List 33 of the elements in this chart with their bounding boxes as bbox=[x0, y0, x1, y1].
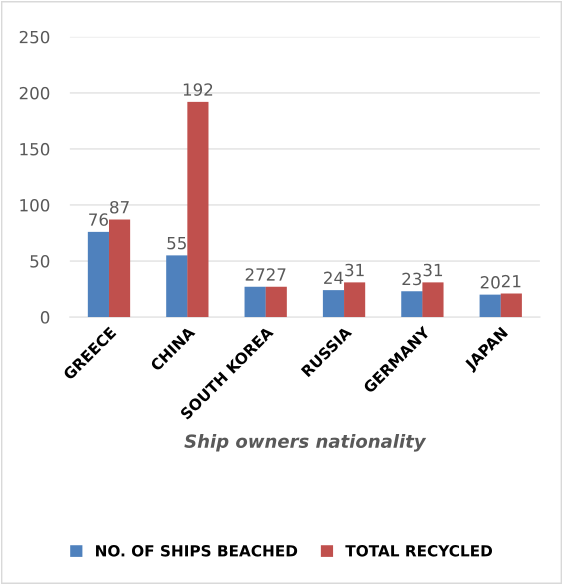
data-label: 31 bbox=[345, 264, 364, 276]
bar bbox=[187, 102, 208, 318]
bar bbox=[88, 232, 109, 318]
bar bbox=[244, 286, 266, 318]
y-tick-label: 0 bbox=[40, 311, 50, 324]
data-label: 23 bbox=[402, 272, 422, 286]
data-label: 24 bbox=[324, 272, 344, 284]
y-tick-label: 250 bbox=[20, 30, 50, 44]
data-label: 55 bbox=[167, 237, 186, 250]
bar bbox=[108, 220, 130, 318]
y-tick-label: 150 bbox=[20, 142, 50, 156]
data-label: 20 bbox=[480, 276, 500, 289]
bar bbox=[266, 286, 287, 318]
legend-label: NO. OF SHIPS BEACHED bbox=[96, 545, 298, 557]
data-label: 76 bbox=[89, 213, 108, 226]
y-tick-label: 100 bbox=[20, 198, 50, 212]
data-label: 27 bbox=[246, 268, 264, 281]
legend-label: TOTAL RECYCLED bbox=[345, 545, 492, 557]
bar bbox=[344, 282, 366, 318]
bar bbox=[322, 290, 344, 318]
bar bbox=[166, 255, 188, 318]
y-tick-label: 200 bbox=[20, 86, 50, 100]
bar bbox=[422, 282, 444, 318]
data-label: 27 bbox=[266, 268, 286, 281]
bar bbox=[500, 294, 522, 318]
data-label: 21 bbox=[502, 274, 520, 288]
data-label: 192 bbox=[184, 83, 212, 96]
data-label: 31 bbox=[424, 264, 442, 276]
data-label: 87 bbox=[110, 200, 129, 214]
bar bbox=[480, 294, 501, 318]
bar bbox=[401, 291, 422, 318]
x-axis-title: Ship owners nationality bbox=[184, 434, 426, 452]
y-tick-label: 50 bbox=[30, 254, 50, 268]
